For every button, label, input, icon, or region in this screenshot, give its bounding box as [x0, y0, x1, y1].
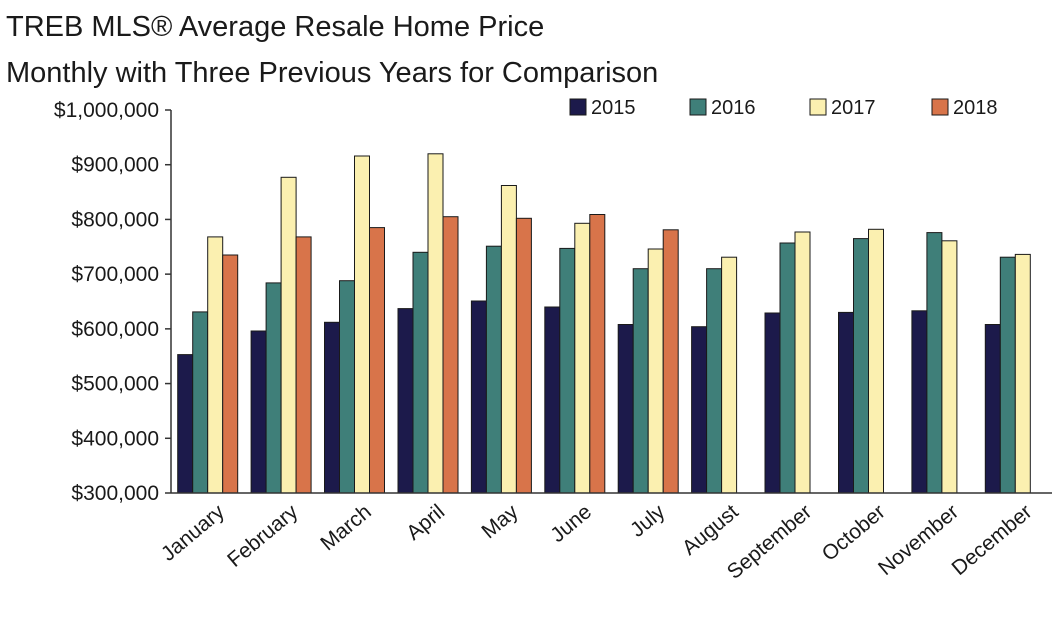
bar-2017-may — [500, 185, 517, 494]
y-tick-label: $800,000 — [71, 208, 159, 231]
x-tick-label-july: July — [626, 500, 670, 542]
x-tick-label-october: October — [818, 500, 890, 566]
bar-2016-february — [265, 282, 282, 494]
bar-2016-may — [485, 245, 502, 494]
bar-2015-october — [838, 311, 854, 494]
legend-label-2018: 2018 — [953, 97, 998, 119]
x-tick-label-january: January — [157, 500, 229, 566]
bar-2018-march — [369, 227, 385, 494]
x-tick-label-february: February — [223, 500, 303, 572]
bar-2018-april — [442, 216, 459, 494]
x-tick-label-december: December — [948, 500, 1037, 580]
x-tick-label-august: August — [678, 500, 743, 560]
bar-2015-march — [324, 321, 340, 494]
bar-2016-march — [339, 280, 355, 494]
y-tick-label: $600,000 — [71, 318, 159, 341]
bar-2017-august — [721, 256, 738, 494]
bar-2015-august — [691, 326, 708, 494]
bar-2016-april — [412, 251, 429, 494]
bar-2017-november — [941, 240, 958, 494]
bar-2015-may — [470, 300, 487, 494]
legend: 2015 2016 2017 2018 — [569, 97, 998, 119]
y-tick-label: $400,000 — [71, 427, 159, 450]
bar-2017-june — [574, 222, 591, 494]
bars-group — [177, 153, 1031, 494]
bar-2018-february — [295, 236, 312, 494]
legend-label-2015: 2015 — [591, 97, 636, 119]
bar-2018-january — [222, 254, 239, 494]
chart-title: TREB MLS® Average Resale Home Price — [6, 11, 545, 43]
bar-2015-february — [250, 330, 267, 494]
bar-2017-april — [427, 153, 444, 494]
bar-2018-july — [662, 229, 679, 494]
bar-2016-july — [632, 268, 649, 494]
bar-2015-july — [617, 324, 634, 494]
x-tick-label-march: March — [316, 500, 375, 555]
legend-label-2016: 2016 — [711, 97, 756, 119]
y-tick-label: $900,000 — [71, 154, 159, 177]
bar-2016-june — [559, 247, 576, 494]
bar-2016-september — [779, 242, 796, 494]
bar-2017-february — [280, 176, 297, 494]
bar-2017-december — [1014, 253, 1031, 494]
legend-swatch-2015 — [569, 98, 587, 116]
legend-swatch-2017 — [809, 98, 827, 116]
bar-2016-december — [999, 256, 1016, 494]
x-tick-label-november: November — [874, 500, 963, 580]
bar-2015-december — [984, 324, 1001, 494]
legend-swatch-2018 — [931, 98, 949, 116]
y-tick-label: $700,000 — [71, 263, 159, 286]
bar-2018-june — [589, 214, 606, 494]
legend-label-2017: 2017 — [831, 97, 876, 119]
x-tick-label-may: May — [477, 500, 523, 543]
bar-2015-january — [177, 354, 194, 494]
bar-2016-august — [706, 268, 723, 494]
chart-subtitle: Monthly with Three Previous Years for Co… — [6, 57, 659, 89]
legend-swatch-2016 — [689, 98, 707, 116]
title-block: TREB MLS® Average Resale Home Price Mont… — [6, 4, 658, 96]
bar-2015-september — [764, 312, 781, 494]
y-tick-label: $1,000,000 — [54, 99, 159, 122]
bar-2018-may — [515, 217, 532, 494]
x-tick-label-april: April — [402, 500, 449, 545]
bar-2017-july — [647, 248, 664, 494]
bar-2016-october — [853, 238, 869, 494]
bar-2017-march — [354, 155, 370, 494]
bar-2015-june — [544, 306, 561, 494]
bar-2017-january — [207, 236, 224, 494]
bar-2016-january — [192, 311, 209, 494]
bar-2016-november — [926, 232, 943, 494]
y-tick-label: $500,000 — [71, 373, 159, 396]
x-tick-label-june: June — [546, 500, 596, 547]
bar-2015-november — [911, 310, 928, 494]
bar-2015-april — [397, 308, 414, 494]
y-tick-label: $300,000 — [71, 482, 159, 505]
bar-2017-september — [794, 231, 811, 494]
bar-2017-october — [868, 228, 884, 494]
